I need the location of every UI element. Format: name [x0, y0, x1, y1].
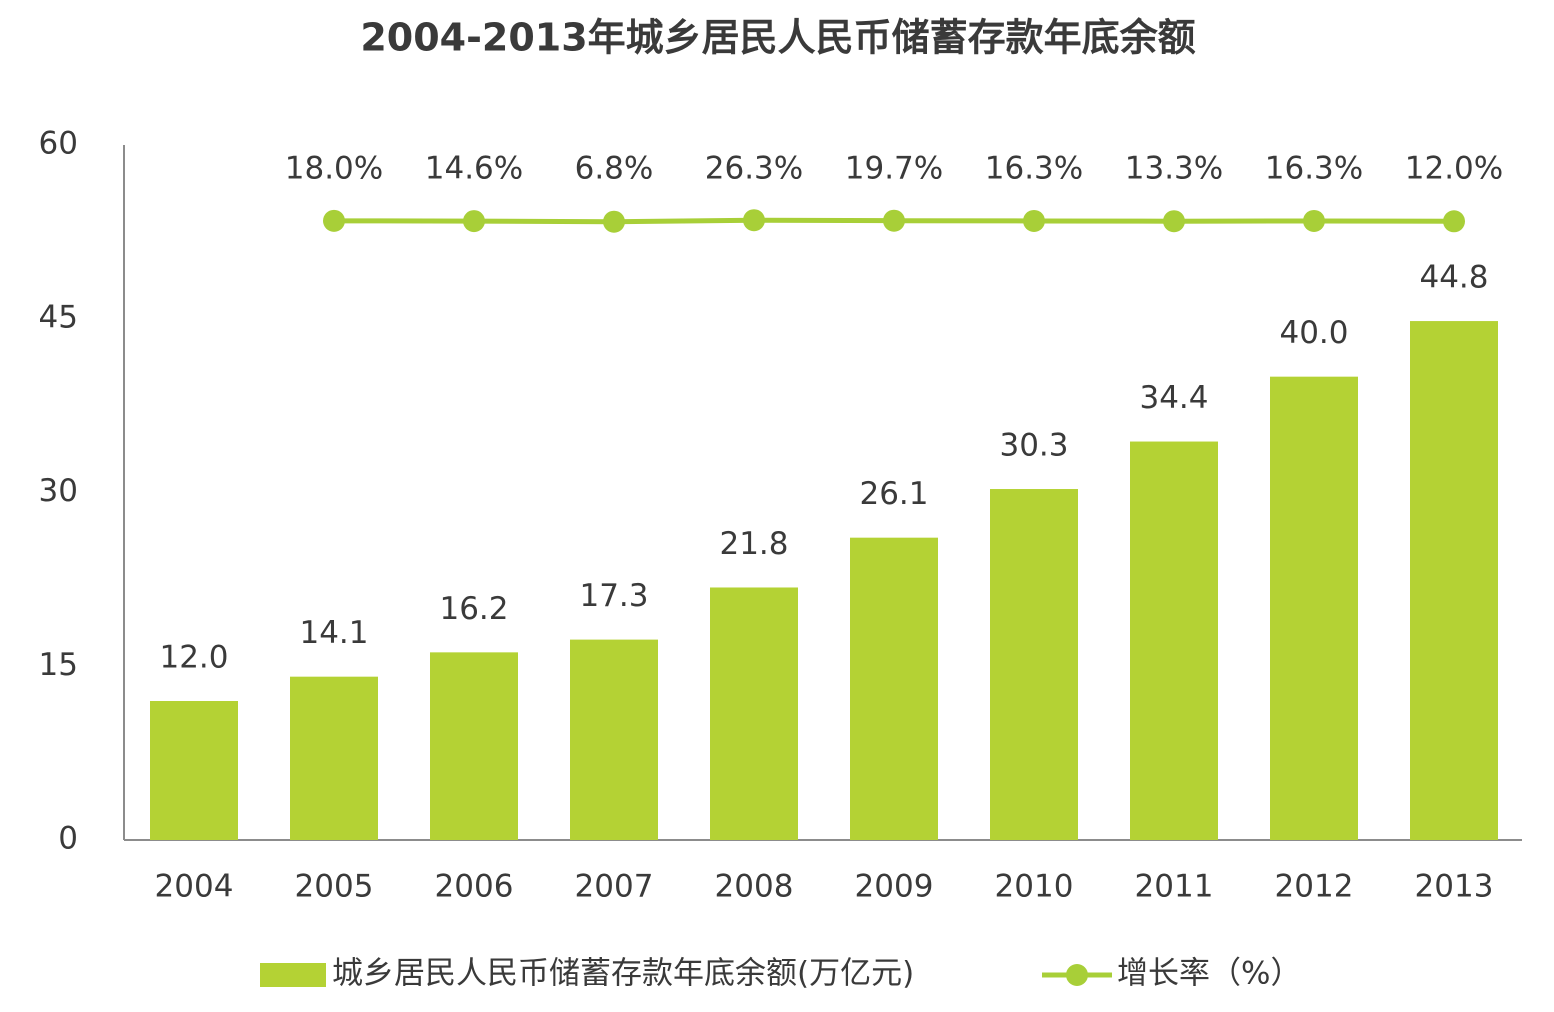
x-tick-label: 2011 [1135, 869, 1214, 905]
x-tick-label: 2013 [1415, 869, 1494, 905]
data-label: 34.4 [1139, 380, 1208, 416]
bar [1130, 441, 1218, 840]
data-label: 26.1 [859, 476, 928, 512]
line-point [1023, 209, 1045, 232]
y-tick-label: 45 [39, 299, 78, 335]
x-tick-label: 2008 [715, 869, 794, 905]
chart-title: 2004-2013年城乡居民人民币储蓄存款年底余额 [360, 16, 1195, 60]
line-point [323, 209, 345, 232]
legend-marker [1066, 964, 1088, 986]
y-tick-label: 15 [39, 647, 78, 683]
data-label: 19.7% [845, 151, 943, 187]
legend-label: 城乡居民人民币储蓄存款年底余额(万亿元) [332, 956, 914, 992]
line-point [883, 209, 905, 232]
x-tick-label: 2007 [575, 869, 654, 905]
data-label: 14.6% [425, 151, 523, 187]
x-tick-label: 2009 [855, 869, 934, 905]
data-label: 12.0% [1405, 151, 1503, 187]
x-tick-label: 2010 [995, 869, 1074, 905]
data-label: 16.3% [1265, 151, 1363, 187]
line-point [1443, 210, 1465, 233]
bar [1270, 376, 1358, 840]
x-tick-label: 2005 [295, 869, 374, 905]
data-label: 40.0 [1279, 315, 1348, 351]
data-label: 16.2 [439, 591, 508, 627]
legend-label: 增长率（%） [1117, 956, 1301, 992]
data-label: 16.3% [985, 151, 1083, 187]
bar [290, 676, 378, 840]
x-tick-label: 2006 [435, 869, 514, 905]
line-point [1163, 210, 1185, 233]
bar [990, 489, 1078, 840]
data-label: 14.1 [299, 615, 368, 651]
data-label: 44.8 [1419, 260, 1488, 296]
y-tick-label: 60 [39, 126, 78, 162]
data-label: 6.8% [575, 151, 654, 187]
bar [150, 701, 238, 840]
data-label: 21.8 [719, 526, 788, 562]
x-tick-label: 2012 [1275, 869, 1354, 905]
data-label: 26.3% [705, 151, 803, 187]
data-label: 12.0 [159, 640, 228, 676]
line-point [1303, 209, 1325, 232]
bar [710, 587, 798, 840]
bar [1410, 321, 1498, 841]
line-point [463, 210, 485, 233]
line-point [603, 210, 625, 233]
data-label: 17.3 [579, 578, 648, 614]
data-label: 18.0% [285, 151, 383, 187]
bar [850, 537, 938, 840]
y-tick-label: 30 [39, 473, 78, 509]
line-point [743, 209, 765, 232]
bar [570, 639, 658, 840]
y-tick-label: 0 [58, 821, 78, 857]
data-label: 30.3 [999, 428, 1068, 464]
bar [430, 652, 518, 840]
legend-swatch [260, 963, 326, 987]
x-tick-label: 2004 [155, 869, 234, 905]
data-label: 13.3% [1125, 151, 1223, 187]
